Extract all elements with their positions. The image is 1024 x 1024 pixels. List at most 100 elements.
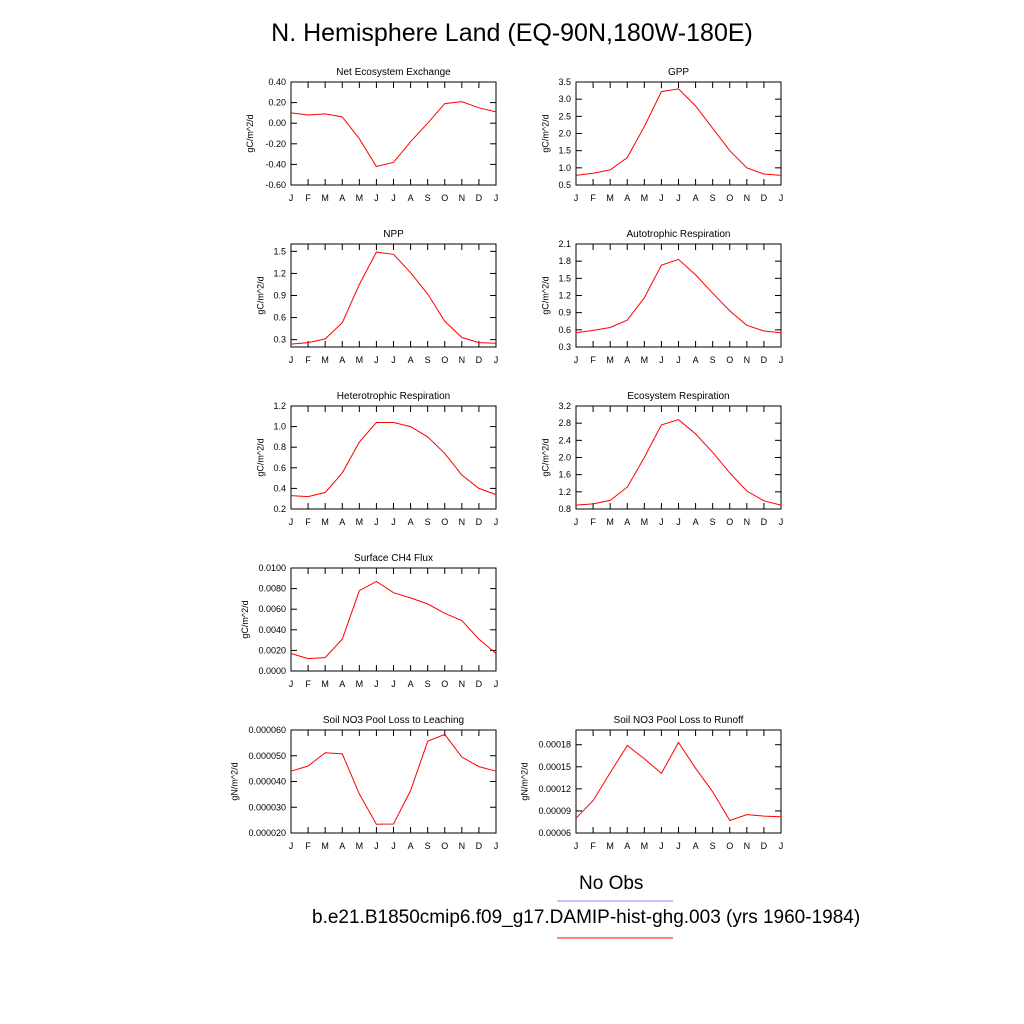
x-tick-label: F: [590, 841, 596, 851]
panel-title: Soil NO3 Pool Loss to Runoff: [614, 715, 744, 726]
x-tick-label: D: [761, 193, 768, 203]
x-tick-label: S: [425, 517, 431, 527]
x-tick-label: J: [659, 355, 664, 365]
y-axis-label: gC/m^2/d: [540, 276, 550, 314]
x-tick-label: M: [641, 841, 649, 851]
x-tick-label: S: [425, 193, 431, 203]
x-tick-label: O: [441, 841, 448, 851]
x-tick-label: F: [305, 679, 311, 689]
y-tick-label: 0.000030: [248, 802, 286, 812]
series-line: [290, 251, 497, 345]
x-tick-label: J: [494, 193, 499, 203]
x-tick-label: O: [441, 193, 448, 203]
y-tick-label: 0.3: [273, 335, 286, 345]
x-tick-label: M: [356, 841, 364, 851]
y-tick-label: 0.9: [273, 291, 286, 301]
plot-frame: [290, 81, 497, 186]
x-tick-label: F: [305, 355, 311, 365]
x-tick-label: O: [441, 679, 448, 689]
x-tick-label: O: [726, 517, 733, 527]
panel-title: Heterotrophic Respiration: [337, 391, 450, 402]
y-tick-label: 0.000020: [248, 828, 286, 838]
x-tick-label: J: [289, 193, 294, 203]
x-tick-label: M: [356, 517, 364, 527]
y-tick-label: 2.0: [558, 129, 571, 139]
y-tick-label: 1.2: [273, 268, 286, 278]
x-tick-label: F: [305, 841, 311, 851]
x-tick-label: O: [726, 841, 733, 851]
x-tick-label: J: [391, 355, 396, 365]
y-axis-label: gC/m^2/d: [240, 600, 250, 638]
y-tick-label: 0.00006: [538, 828, 571, 838]
x-tick-label: J: [494, 679, 499, 689]
x-tick-label: J: [574, 841, 579, 851]
y-axis-label: gN/m^2/d: [229, 762, 239, 800]
y-tick-label: 0.0100: [258, 563, 286, 573]
x-tick-label: O: [726, 355, 733, 365]
y-tick-label: 0.9: [558, 308, 571, 318]
x-tick-label: J: [289, 679, 294, 689]
y-axis-label: gC/m^2/d: [245, 114, 255, 152]
y-tick-label: 0.6: [273, 313, 286, 323]
y-tick-label: 0.000040: [248, 777, 286, 787]
series-line: [575, 258, 782, 334]
panel-title: Surface CH4 Flux: [354, 553, 433, 564]
y-tick-label: -0.40: [265, 159, 286, 169]
x-tick-label: N: [459, 841, 466, 851]
x-tick-label: M: [321, 841, 329, 851]
x-tick-label: J: [289, 841, 294, 851]
x-tick-label: M: [641, 355, 649, 365]
x-tick-label: J: [676, 193, 681, 203]
y-tick-label: 0.00012: [538, 784, 571, 794]
x-tick-label: J: [779, 517, 784, 527]
y-axis-label: gN/m^2/d: [520, 762, 530, 800]
x-tick-label: M: [641, 193, 649, 203]
x-tick-label: N: [459, 193, 466, 203]
y-tick-label: 0.20: [268, 98, 286, 108]
y-tick-label: 1.0: [558, 163, 571, 173]
x-tick-label: J: [374, 355, 379, 365]
x-tick-label: D: [476, 679, 483, 689]
plot-frame: [290, 567, 497, 672]
x-tick-label: F: [590, 517, 596, 527]
x-tick-label: A: [693, 841, 699, 851]
x-tick-label: N: [459, 517, 466, 527]
y-tick-label: 0.40: [268, 77, 286, 87]
x-tick-label: A: [339, 517, 345, 527]
x-tick-label: O: [441, 355, 448, 365]
x-tick-label: M: [321, 517, 329, 527]
x-tick-label: S: [425, 355, 431, 365]
y-tick-label: 0.0020: [258, 645, 286, 655]
x-tick-label: J: [374, 841, 379, 851]
x-tick-label: A: [624, 841, 630, 851]
x-tick-label: J: [659, 517, 664, 527]
y-tick-label: 1.5: [558, 146, 571, 156]
panel-title: Ecosystem Respiration: [627, 391, 729, 402]
x-tick-label: A: [408, 193, 414, 203]
x-tick-label: D: [761, 841, 768, 851]
x-tick-label: J: [659, 841, 664, 851]
series-line: [575, 741, 782, 822]
plot-frame: [290, 729, 497, 834]
x-tick-label: M: [606, 193, 614, 203]
y-tick-label: 0.0060: [258, 604, 286, 614]
x-tick-label: A: [624, 355, 630, 365]
x-tick-label: N: [744, 517, 751, 527]
x-tick-label: J: [374, 679, 379, 689]
y-tick-label: 0.3: [558, 342, 571, 352]
y-tick-label: 0.00: [268, 118, 286, 128]
series-line: [290, 422, 497, 498]
y-tick-label: 0.000050: [248, 751, 286, 761]
x-tick-label: N: [744, 193, 751, 203]
y-tick-label: 1.8: [558, 256, 571, 266]
x-tick-label: D: [476, 517, 483, 527]
x-tick-label: J: [659, 193, 664, 203]
x-tick-label: J: [374, 193, 379, 203]
x-tick-label: O: [441, 517, 448, 527]
y-tick-label: 3.0: [558, 94, 571, 104]
y-tick-label: 0.00015: [538, 762, 571, 772]
